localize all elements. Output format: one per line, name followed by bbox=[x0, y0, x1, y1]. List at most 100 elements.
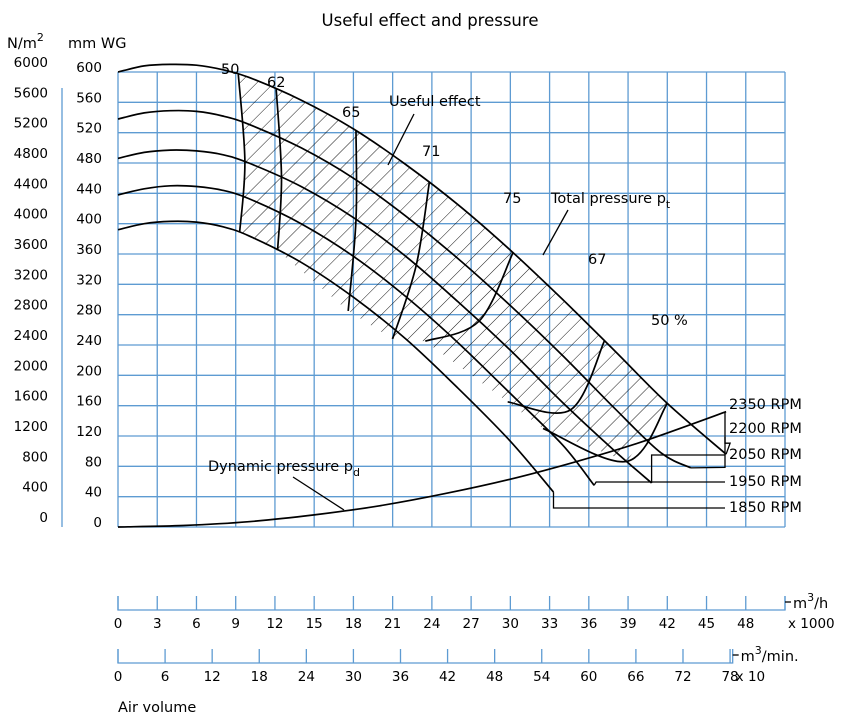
y-tick-label-pa: 5200 bbox=[14, 116, 48, 132]
x-scale-m3min-bar bbox=[117, 649, 734, 664]
y-tick-label-mm: 360 bbox=[76, 242, 102, 258]
rpm-leader-line bbox=[650, 454, 725, 483]
y-tick-label-mm: 80 bbox=[85, 454, 102, 470]
dynamic-pressure-curve bbox=[117, 410, 727, 528]
x-scale-m3h-tick-label: 3 bbox=[153, 616, 162, 632]
y-tick-label-pa: 5600 bbox=[14, 85, 48, 101]
useful-effect-label: Useful effect bbox=[389, 94, 481, 110]
total-pressure-leader bbox=[542, 209, 569, 256]
x-axis-label: Air volume bbox=[118, 700, 196, 716]
rpm-curve-5 bbox=[117, 220, 555, 493]
rpm-label: 2200 RPM bbox=[729, 421, 802, 437]
x-scale-m3h-unit: m3/h bbox=[793, 591, 828, 612]
x-scale-m3min-tick-label: 0 bbox=[114, 669, 123, 685]
y-tick-label-mm: 0 bbox=[93, 515, 102, 531]
x-scale-m3min-tick-label: 6 bbox=[161, 669, 170, 685]
y-tick-label-pa: 400 bbox=[22, 480, 48, 496]
y-tick-label-mm: 520 bbox=[76, 121, 102, 137]
y-tick-label-pa: 2000 bbox=[14, 358, 48, 374]
x-scale-m3min-tick-label: 36 bbox=[392, 669, 409, 685]
x-scale-m3min-tick-label: 54 bbox=[533, 669, 550, 685]
efficiency-label: 71 bbox=[422, 144, 440, 160]
y-tick-label-pa: 4400 bbox=[14, 176, 48, 192]
rpm-label: 2050 RPM bbox=[729, 447, 802, 463]
x-scale-m3min-tick-label: 42 bbox=[439, 669, 456, 685]
useful-effect-hatch bbox=[238, 74, 668, 462]
y-tick-label-mm: 240 bbox=[76, 333, 102, 349]
rpm-leader-line bbox=[593, 481, 725, 486]
x-scale-m3h-tick-label: 15 bbox=[306, 616, 323, 632]
y-tick-label-mm: 400 bbox=[76, 212, 102, 228]
x-scale-m3min-tick-label: 60 bbox=[580, 669, 597, 685]
efficiency-label: 75 bbox=[503, 191, 521, 207]
x-scale-m3h-tick-label: 39 bbox=[619, 616, 636, 632]
rpm-leader-line bbox=[690, 437, 726, 469]
x-scale-m3h-tick-label: 6 bbox=[192, 616, 201, 632]
total-pressure-annotation: Total pressure pt bbox=[542, 191, 671, 256]
useful-effect-annotation: Useful effect bbox=[387, 94, 481, 166]
x-scale-m3min-tick-label: 78 bbox=[721, 669, 738, 685]
x-scale-m3h-tick-label: 18 bbox=[345, 616, 362, 632]
rpm-label: 1850 RPM bbox=[729, 500, 802, 516]
x-scale-m3min-tick-label: 30 bbox=[345, 669, 362, 685]
y-tick-label-pa: 4000 bbox=[14, 207, 48, 223]
x-scale-m3h-bar bbox=[117, 596, 786, 611]
y-tick-label-pa: 0 bbox=[39, 510, 48, 526]
x-scale-m3h-tick-label: 24 bbox=[423, 616, 440, 632]
efficiency-label: 50 bbox=[221, 62, 239, 78]
x-scale-m3h-tick-label: 45 bbox=[698, 616, 715, 632]
rpm-leaders: 2350 RPM 2200 RPM 2050 RPM 1950 RPM 1850 RPM bbox=[552, 397, 802, 516]
rpm-curve-1 bbox=[117, 63, 727, 455]
y-tick-label-pa: 6000 bbox=[14, 55, 48, 71]
x-scale-m3min-unit: m3/min. bbox=[741, 644, 799, 665]
y-tick-label-mm: 200 bbox=[76, 363, 102, 379]
dynamic-pressure-group: Dynamic pressure pd bbox=[117, 410, 727, 528]
chart-title: Useful effect and pressure bbox=[322, 11, 539, 30]
x-scale-m3h-tick-label: 42 bbox=[659, 616, 676, 632]
y-tick-label-mm: 120 bbox=[76, 424, 102, 440]
dynamic-pressure-leader bbox=[292, 476, 345, 511]
x-scale-m3min-tick-label: 12 bbox=[204, 669, 221, 685]
y-tick-label-mm: 560 bbox=[76, 90, 102, 106]
y-tick-label-pa: 1600 bbox=[14, 389, 48, 405]
x-scale-m3min-tick-label: 18 bbox=[251, 669, 268, 685]
rpm-leader-line bbox=[552, 492, 725, 509]
efficiency-label: 50 % bbox=[651, 313, 688, 329]
rpm-label: 2350 RPM bbox=[729, 397, 802, 413]
x-scale-m3h-tick-label: 48 bbox=[737, 616, 754, 632]
useful-effect-leader bbox=[387, 113, 415, 166]
x-scale-m3h-multiplier: x 1000 bbox=[788, 616, 835, 632]
y-tick-label-mm: 440 bbox=[76, 181, 102, 197]
efficiency-label: 65 bbox=[342, 105, 360, 121]
y-tick-label-pa: 800 bbox=[22, 449, 48, 465]
y-tick-label-mm: 160 bbox=[76, 394, 102, 410]
rpm-curves bbox=[117, 63, 727, 493]
x-scale-m3min-tick-label: 66 bbox=[627, 669, 644, 685]
efficiency-labels: 50 62 65 71 75 67 50 % bbox=[221, 62, 688, 329]
rpm-curve-3 bbox=[117, 149, 653, 484]
rpm-label: 1950 RPM bbox=[729, 474, 802, 490]
x-scale-m3h-tick-label: 27 bbox=[463, 616, 480, 632]
x-scale-m3min-tick-label: 24 bbox=[298, 669, 315, 685]
y-tick-label-mm: 280 bbox=[76, 303, 102, 319]
x-scale-m3h-tick-label: 30 bbox=[502, 616, 519, 632]
total-pressure-label: Total pressure pt bbox=[550, 191, 671, 211]
x-scale-m3h-tick-label: 0 bbox=[114, 616, 123, 632]
x-scale-m3h-tick-label: 12 bbox=[266, 616, 283, 632]
rpm-leader-line bbox=[724, 412, 732, 455]
x-scale-m3h-tick-label: 33 bbox=[541, 616, 558, 632]
y-tick-label-pa: 3200 bbox=[14, 267, 48, 283]
y-axis-unit-pa: N/m2 bbox=[7, 31, 44, 52]
efficiency-label: 62 bbox=[267, 75, 285, 91]
x-scale-m3min-multiplier: x 10 bbox=[736, 669, 765, 685]
efficiency-label: 67 bbox=[588, 252, 606, 268]
y-tick-label-pa: 3600 bbox=[14, 237, 48, 253]
x-scale-m3h-tick-label: 36 bbox=[580, 616, 597, 632]
rpm-curve-4 bbox=[117, 184, 595, 486]
y-tick-label-pa: 2800 bbox=[14, 298, 48, 314]
y-tick-label-mm: 40 bbox=[85, 485, 102, 501]
